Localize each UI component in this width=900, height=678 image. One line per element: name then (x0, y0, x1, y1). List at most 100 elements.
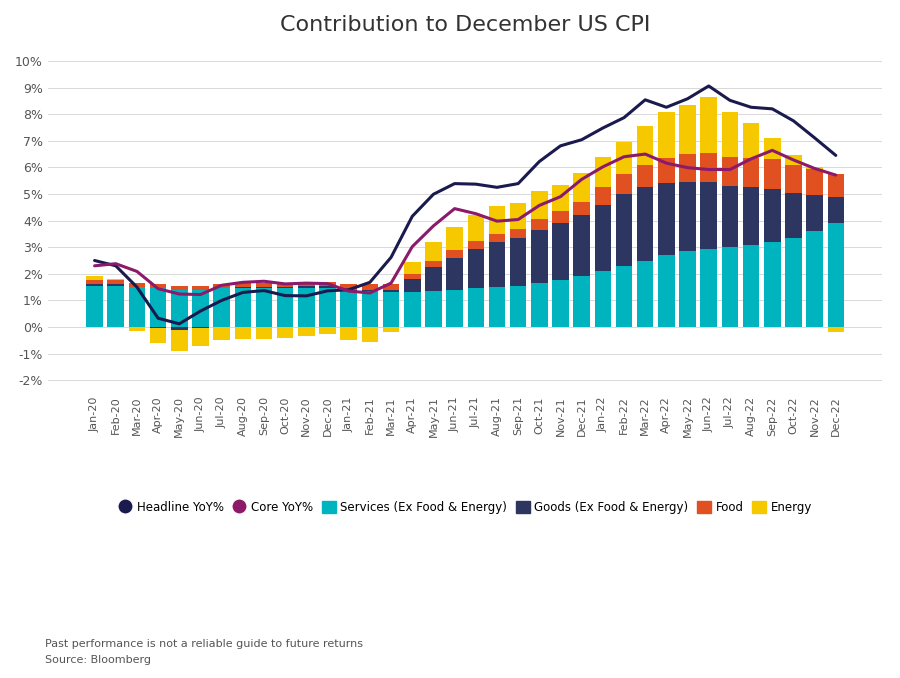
Bar (806, 231, 823, 327)
Bar (637, 165, 653, 187)
Bar (320, 285, 336, 288)
Bar (700, 249, 717, 327)
Bar (658, 158, 675, 183)
Bar (213, 285, 230, 288)
Bar (489, 206, 505, 234)
Bar (616, 174, 633, 194)
Bar (129, 327, 145, 331)
Bar (616, 266, 633, 327)
Bar (700, 182, 717, 249)
Bar (489, 242, 505, 287)
Bar (277, 288, 293, 327)
Bar (277, 283, 293, 287)
Bar (193, 328, 209, 346)
Bar (213, 327, 230, 340)
Bar (235, 327, 251, 339)
Bar (213, 288, 230, 327)
Bar (193, 327, 209, 328)
Bar (742, 123, 760, 158)
Bar (86, 277, 103, 281)
Bar (489, 287, 505, 327)
Bar (573, 216, 590, 277)
Bar (637, 187, 653, 260)
Bar (510, 238, 526, 285)
Bar (425, 291, 442, 327)
Bar (722, 247, 738, 327)
Bar (235, 288, 251, 327)
Bar (680, 182, 696, 251)
Bar (510, 228, 526, 238)
Text: Source: Bloomberg: Source: Bloomberg (45, 655, 151, 665)
Bar (785, 165, 802, 193)
Bar (553, 184, 569, 212)
Bar (340, 327, 357, 340)
Bar (362, 285, 378, 290)
Bar (382, 327, 400, 332)
Bar (107, 281, 124, 285)
Bar (680, 105, 696, 154)
Bar (446, 227, 463, 250)
Bar (722, 157, 738, 186)
Bar (340, 290, 357, 291)
Bar (150, 327, 166, 328)
Bar (764, 138, 780, 159)
Bar (616, 142, 633, 174)
Bar (806, 195, 823, 231)
Bar (256, 283, 273, 287)
Bar (404, 279, 420, 292)
Bar (680, 154, 696, 182)
Bar (785, 193, 802, 238)
Bar (129, 287, 145, 327)
Bar (235, 283, 251, 287)
Bar (680, 251, 696, 327)
Bar (595, 157, 611, 187)
Bar (129, 283, 145, 287)
Bar (467, 241, 484, 249)
Bar (404, 274, 420, 279)
Bar (404, 262, 420, 274)
Bar (277, 287, 293, 288)
Bar (193, 290, 209, 327)
Bar (785, 238, 802, 327)
Bar (320, 288, 336, 327)
Bar (616, 194, 633, 266)
Bar (340, 285, 357, 290)
Bar (171, 330, 187, 351)
Bar (362, 291, 378, 327)
Bar (531, 191, 547, 219)
Bar (298, 327, 315, 336)
Bar (362, 290, 378, 291)
Bar (742, 187, 760, 245)
Bar (467, 249, 484, 288)
Bar (553, 281, 569, 327)
Bar (404, 292, 420, 327)
Bar (446, 258, 463, 290)
Bar (806, 169, 823, 195)
Bar (510, 203, 526, 228)
Bar (425, 260, 442, 267)
Bar (425, 267, 442, 291)
Bar (742, 158, 760, 187)
Bar (722, 186, 738, 247)
Bar (658, 255, 675, 327)
Bar (573, 173, 590, 202)
Bar (150, 285, 166, 288)
Bar (150, 288, 166, 327)
Bar (382, 290, 400, 292)
Bar (467, 288, 484, 327)
Bar (446, 250, 463, 258)
Bar (425, 242, 442, 260)
Bar (637, 126, 653, 165)
Bar (573, 202, 590, 216)
Bar (785, 155, 802, 165)
Bar (298, 288, 315, 327)
Bar (531, 219, 547, 230)
Bar (382, 285, 400, 290)
Bar (382, 292, 400, 327)
Bar (722, 111, 738, 157)
Bar (256, 327, 273, 339)
Bar (764, 188, 780, 242)
Bar (658, 111, 675, 158)
Text: Past performance is not a reliable guide to future returns: Past performance is not a reliable guide… (45, 639, 363, 650)
Bar (595, 205, 611, 271)
